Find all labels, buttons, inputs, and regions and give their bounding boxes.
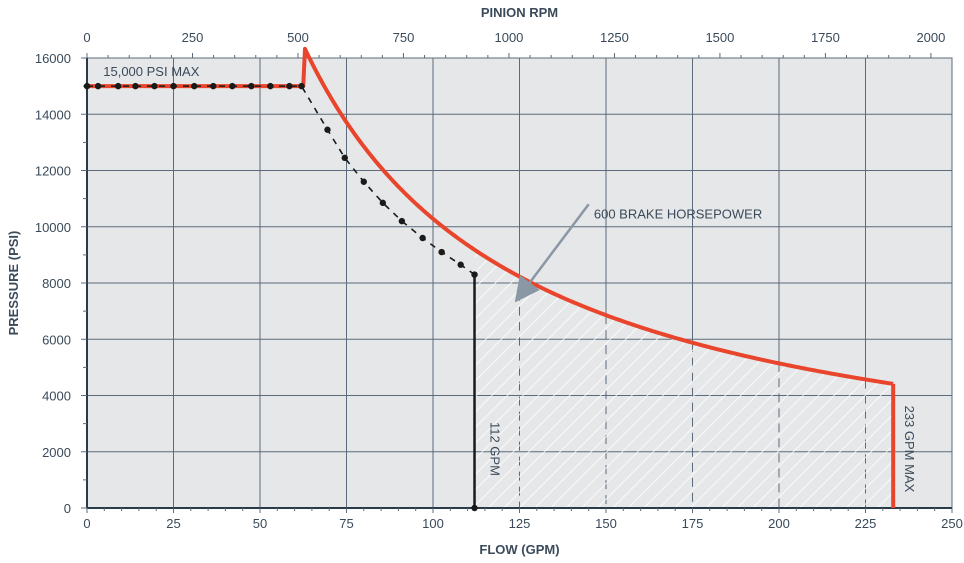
- rpm-tick-label: 2000: [916, 30, 945, 45]
- data-point: [286, 82, 293, 90]
- rpm-tick-label: 0: [83, 30, 90, 45]
- y-tick-label: 14000: [35, 107, 71, 122]
- data-point: [114, 82, 122, 90]
- data-point: [379, 199, 387, 207]
- y-tick-label: 12000: [35, 164, 71, 179]
- x-tick-label: 250: [941, 516, 963, 531]
- y-tick-label: 10000: [35, 220, 71, 235]
- x-tick-label: 175: [682, 516, 704, 531]
- data-point: [191, 82, 198, 90]
- x-tick-label: 0: [83, 516, 90, 531]
- data-point: [341, 154, 348, 162]
- x-tick-label: 150: [595, 516, 617, 531]
- rpm-tick-label: 1250: [600, 30, 629, 45]
- data-point: [83, 82, 91, 90]
- data-point: [229, 82, 236, 90]
- rpm-tick-label: 750: [393, 30, 415, 45]
- x-tick-label: 50: [253, 516, 267, 531]
- x-tick-label: 75: [339, 516, 353, 531]
- x-tick-label: 25: [166, 516, 180, 531]
- rpm-tick-label: 1750: [811, 30, 840, 45]
- data-point: [457, 261, 464, 268]
- hatch-fill: [474, 249, 894, 508]
- curve-markers: [83, 82, 478, 512]
- marker-line: [87, 85, 475, 276]
- y-tick-label: 8000: [42, 276, 71, 291]
- data-point: [94, 82, 102, 90]
- x-axis-title: FLOW (GPM): [479, 542, 559, 557]
- data-point: [170, 82, 177, 90]
- data-point: [248, 82, 255, 90]
- flow-112-label: 112 GPM: [488, 422, 503, 476]
- data-point-base: [471, 504, 478, 512]
- data-point: [360, 178, 367, 185]
- data-point: [324, 126, 331, 133]
- hp-curve: [87, 46, 894, 386]
- rpm-tick-label: 1000: [494, 30, 523, 45]
- power-curve: [87, 46, 896, 508]
- x-tick-label: 200: [768, 516, 790, 531]
- rpm-tick-label: 250: [182, 30, 204, 45]
- data-point: [267, 82, 274, 90]
- data-point: [132, 82, 139, 90]
- top-axis-title: PINION RPM: [481, 5, 558, 20]
- x-tick-label: 100: [422, 516, 444, 531]
- y-tick-label: 16000: [35, 51, 71, 66]
- callout-arrow: [514, 203, 590, 303]
- axes: 0 25 50 75 100 125 150 175 200 225 250 0 2000 4000 600…: [35, 30, 963, 531]
- data-point: [151, 82, 158, 90]
- x-tick-label: 225: [855, 516, 877, 531]
- y-tick-label: 2000: [42, 445, 71, 460]
- data-point: [210, 82, 217, 90]
- y-axis-title: PRESSURE (PSI): [6, 231, 21, 336]
- horsepower-label: 600 BRAKE HORSEPOWER: [594, 206, 762, 221]
- max-pressure-label: 15,000 PSI MAX: [103, 64, 199, 79]
- y-tick-label: 6000: [42, 332, 71, 347]
- data-point: [398, 217, 406, 225]
- data-point: [438, 248, 445, 256]
- horsepower-callout: 600 BRAKE HORSEPOWER: [514, 203, 762, 303]
- data-point: [298, 82, 305, 90]
- y-tick-label: 0: [64, 501, 71, 516]
- rpm-tick-label: 1500: [705, 30, 734, 45]
- y-tick-label: 4000: [42, 389, 71, 404]
- hatched-region: [474, 249, 894, 508]
- flow-max-label: 233 GPM MAX: [902, 406, 917, 493]
- rpm-tick-label: 500: [287, 30, 309, 45]
- data-point: [471, 271, 478, 278]
- data-point: [419, 234, 426, 242]
- x-tick-label: 125: [509, 516, 531, 531]
